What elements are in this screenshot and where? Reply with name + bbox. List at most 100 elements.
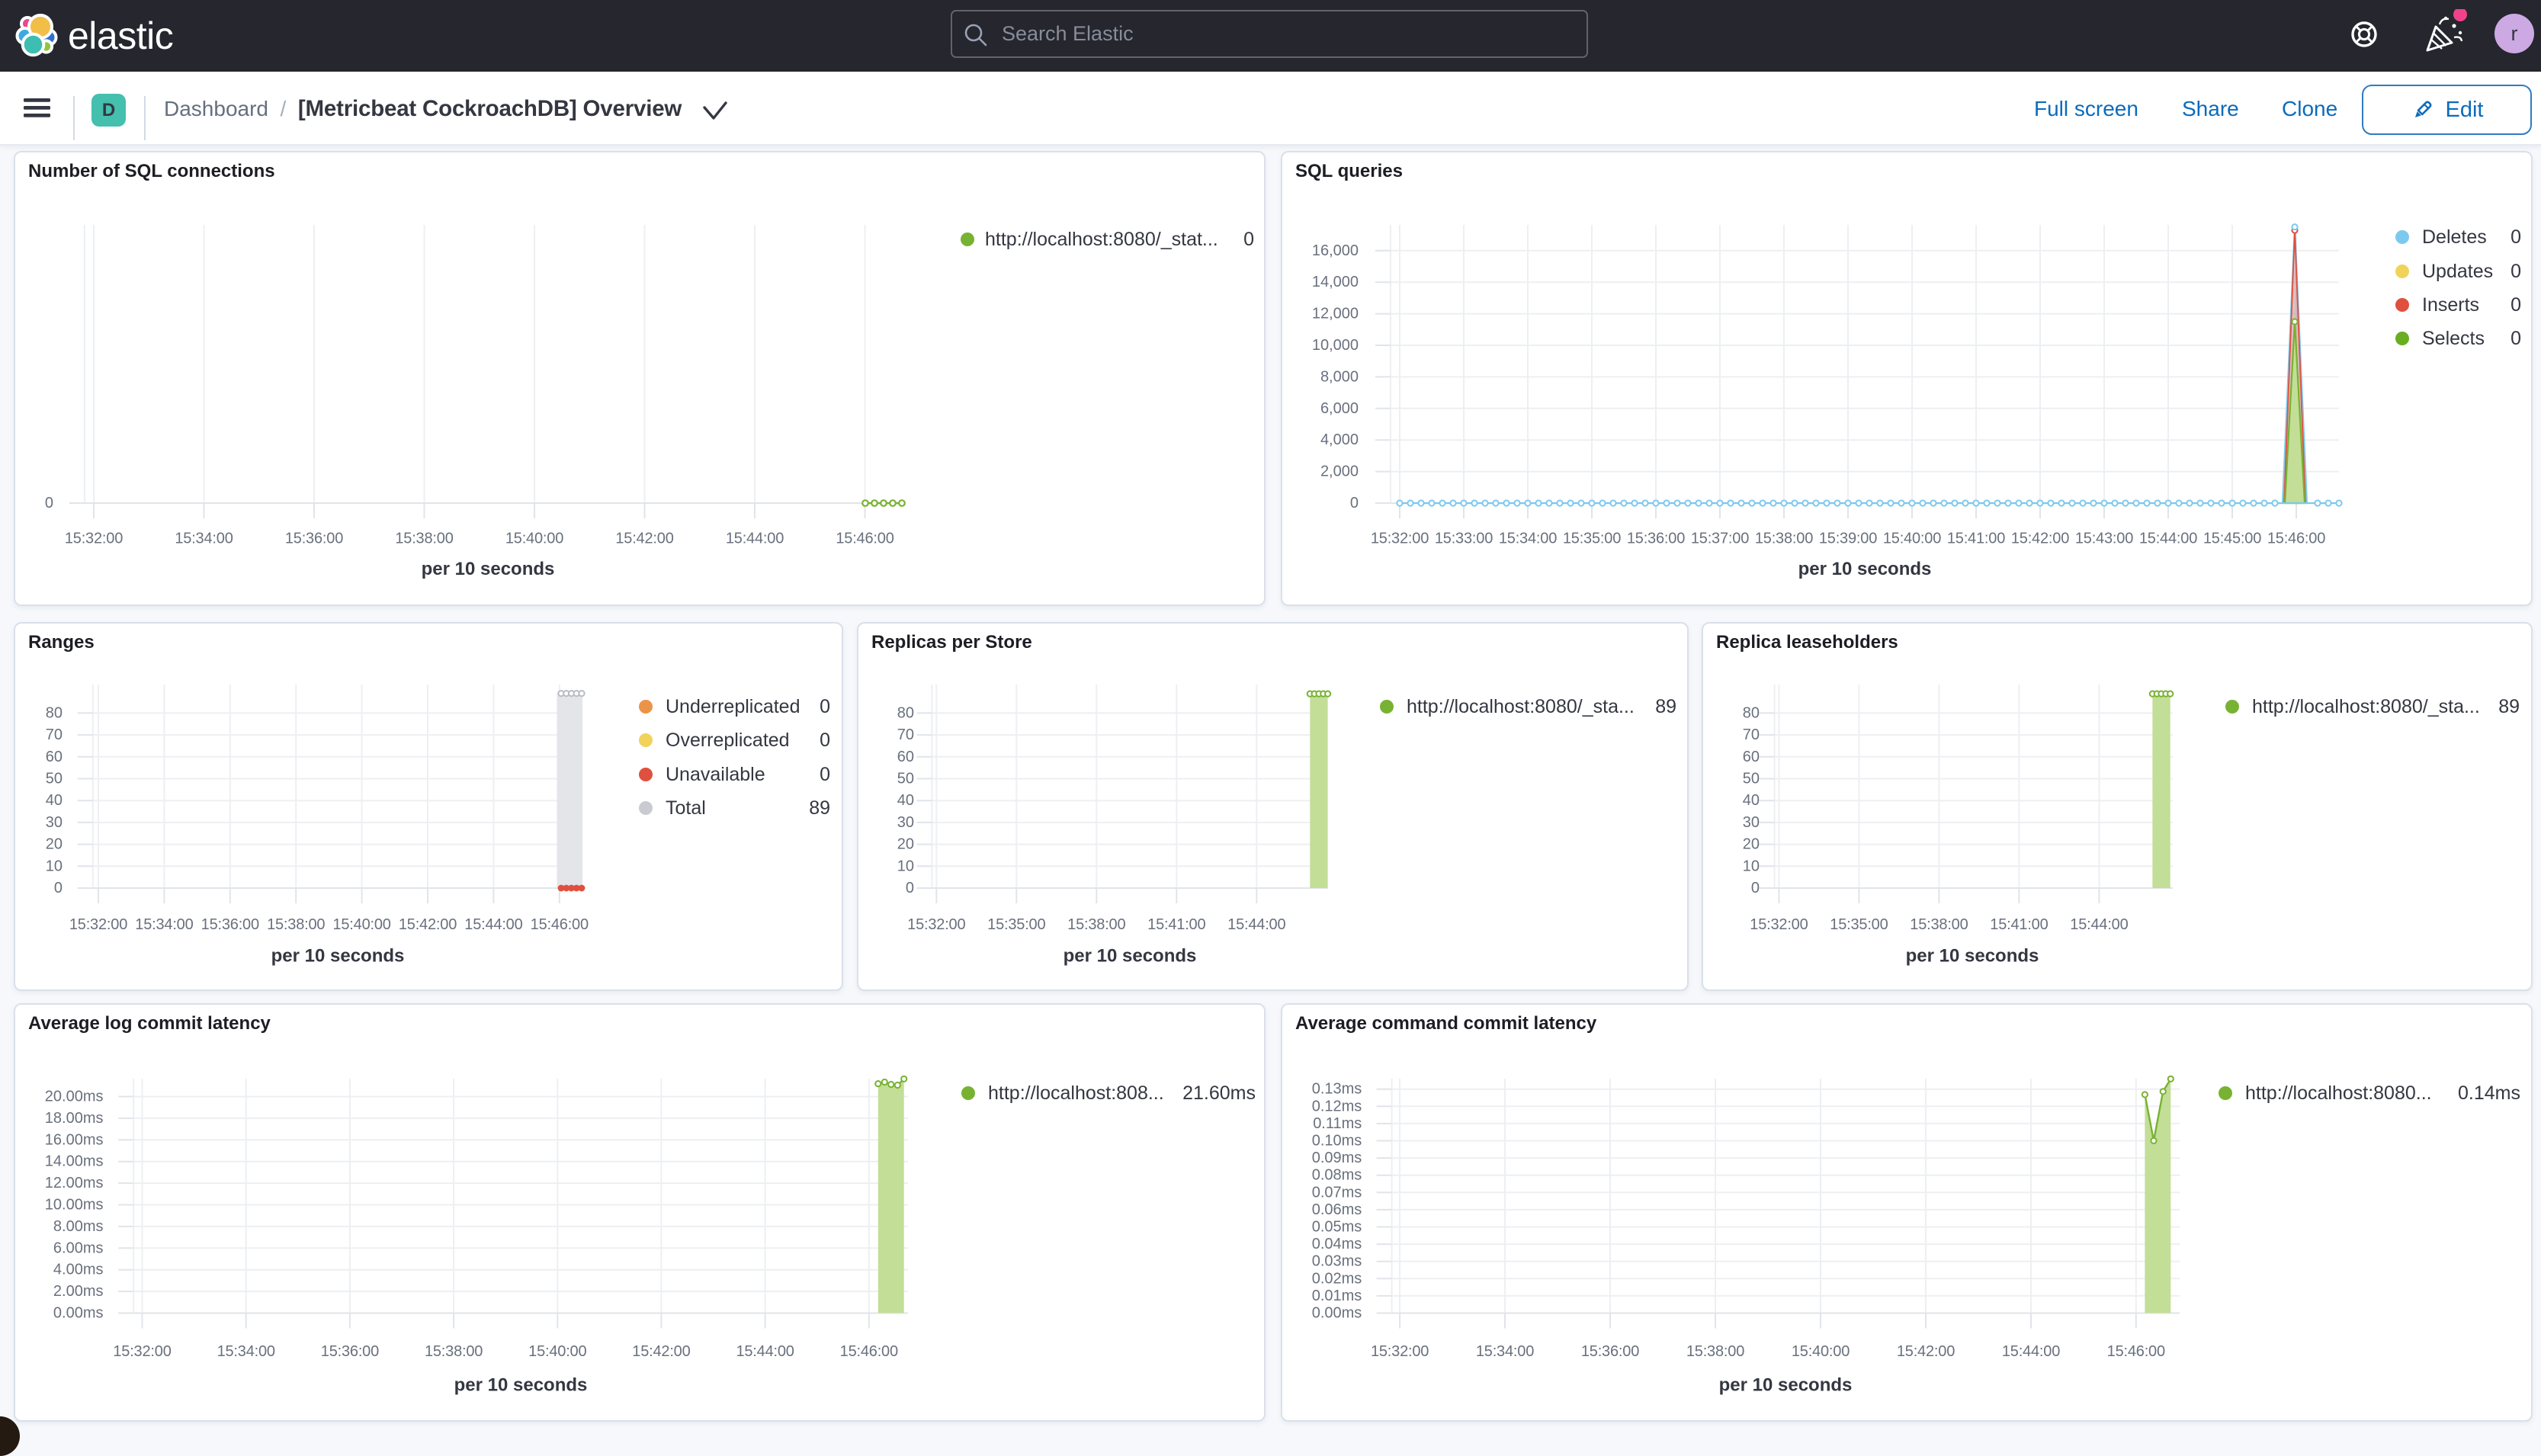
svg-text:15:38:00: 15:38:00	[1067, 916, 1125, 933]
svg-text:15:42:00: 15:42:00	[2011, 531, 2069, 547]
svg-text:15:46:00: 15:46:00	[531, 916, 589, 933]
svg-text:0.09ms: 0.09ms	[1312, 1150, 1362, 1166]
svg-text:0: 0	[1751, 880, 1760, 896]
svg-text:0.04ms: 0.04ms	[1312, 1236, 1362, 1252]
svg-text:15:32:00: 15:32:00	[1371, 1343, 1429, 1360]
svg-text:per 10 seconds: per 10 seconds	[1064, 946, 1197, 967]
svg-text:15:35:00: 15:35:00	[1830, 916, 1888, 933]
svg-text:15:36:00: 15:36:00	[285, 531, 343, 547]
svg-text:15:34:00: 15:34:00	[1499, 531, 1557, 547]
svg-text:15:34:00: 15:34:00	[175, 531, 233, 547]
svg-text:15:38:00: 15:38:00	[425, 1343, 483, 1360]
svg-text:40: 40	[897, 792, 914, 809]
svg-text:15:46:00: 15:46:00	[840, 1343, 898, 1360]
svg-text:0.00ms: 0.00ms	[1312, 1305, 1362, 1322]
svg-text:15:36:00: 15:36:00	[201, 916, 259, 933]
svg-text:80: 80	[1743, 704, 1760, 721]
svg-text:15:44:00: 15:44:00	[1227, 916, 1285, 933]
svg-text:15:45:00: 15:45:00	[2203, 531, 2261, 547]
svg-text:15:44:00: 15:44:00	[2070, 916, 2128, 933]
svg-text:15:35:00: 15:35:00	[987, 916, 1045, 933]
svg-text:80: 80	[897, 704, 914, 721]
svg-text:12.00ms: 12.00ms	[45, 1175, 104, 1191]
svg-text:0.10ms: 0.10ms	[1312, 1133, 1362, 1150]
svg-text:0: 0	[1350, 495, 1359, 512]
svg-text:40: 40	[46, 792, 63, 809]
svg-text:0.03ms: 0.03ms	[1312, 1253, 1362, 1270]
svg-text:15:38:00: 15:38:00	[395, 531, 453, 547]
svg-text:15:41:00: 15:41:00	[1990, 916, 2048, 933]
svg-text:15:46:00: 15:46:00	[2107, 1343, 2165, 1360]
svg-text:0.07ms: 0.07ms	[1312, 1184, 1362, 1201]
svg-text:50: 50	[1743, 771, 1760, 787]
svg-text:15:32:00: 15:32:00	[113, 1343, 171, 1360]
svg-text:14,000: 14,000	[1312, 274, 1359, 290]
svg-text:0.08ms: 0.08ms	[1312, 1167, 1362, 1184]
svg-text:16,000: 16,000	[1312, 242, 1359, 259]
svg-text:15:34:00: 15:34:00	[135, 916, 193, 933]
svg-text:70: 70	[897, 726, 914, 743]
svg-text:70: 70	[46, 726, 63, 743]
svg-text:15:38:00: 15:38:00	[1910, 916, 1968, 933]
svg-text:per 10 seconds: per 10 seconds	[271, 946, 405, 967]
svg-text:15:34:00: 15:34:00	[217, 1343, 275, 1360]
svg-text:0.12ms: 0.12ms	[1312, 1098, 1362, 1114]
svg-text:20.00ms: 20.00ms	[45, 1089, 104, 1105]
svg-text:0: 0	[45, 495, 53, 512]
svg-text:15:40:00: 15:40:00	[505, 531, 563, 547]
svg-text:10.00ms: 10.00ms	[45, 1197, 104, 1214]
svg-text:15:38:00: 15:38:00	[267, 916, 325, 933]
svg-text:15:44:00: 15:44:00	[726, 531, 784, 547]
svg-text:15:43:00: 15:43:00	[2075, 531, 2133, 547]
svg-text:10,000: 10,000	[1312, 337, 1359, 354]
svg-text:per 10 seconds: per 10 seconds	[1719, 1375, 1853, 1396]
svg-text:30: 30	[1743, 814, 1760, 831]
svg-text:15:46:00: 15:46:00	[836, 531, 894, 547]
svg-text:15:39:00: 15:39:00	[1819, 531, 1877, 547]
svg-text:60: 60	[897, 749, 914, 765]
svg-text:15:40:00: 15:40:00	[528, 1343, 586, 1360]
svg-text:10: 10	[1743, 858, 1760, 874]
svg-text:15:37:00: 15:37:00	[1691, 531, 1749, 547]
svg-text:15:41:00: 15:41:00	[1147, 916, 1205, 933]
svg-text:12,000: 12,000	[1312, 306, 1359, 322]
svg-text:0.05ms: 0.05ms	[1312, 1219, 1362, 1236]
svg-text:15:44:00: 15:44:00	[464, 916, 522, 933]
svg-text:8.00ms: 8.00ms	[53, 1218, 104, 1235]
svg-text:14.00ms: 14.00ms	[45, 1153, 104, 1170]
svg-text:20: 20	[897, 836, 914, 853]
svg-text:15:40:00: 15:40:00	[1792, 1343, 1850, 1360]
svg-text:20: 20	[1743, 836, 1760, 853]
svg-text:10: 10	[897, 858, 914, 874]
svg-text:15:32:00: 15:32:00	[1371, 531, 1429, 547]
svg-text:15:41:00: 15:41:00	[1947, 531, 2005, 547]
svg-text:4,000: 4,000	[1320, 431, 1359, 448]
svg-text:15:33:00: 15:33:00	[1435, 531, 1493, 547]
svg-text:0.02ms: 0.02ms	[1312, 1270, 1362, 1287]
svg-text:50: 50	[46, 771, 63, 787]
svg-text:15:46:00: 15:46:00	[2267, 531, 2325, 547]
svg-text:6.00ms: 6.00ms	[53, 1240, 104, 1256]
svg-text:15:35:00: 15:35:00	[1563, 531, 1621, 547]
svg-text:15:32:00: 15:32:00	[907, 916, 965, 933]
svg-text:0.06ms: 0.06ms	[1312, 1201, 1362, 1218]
svg-text:15:32:00: 15:32:00	[65, 531, 123, 547]
svg-text:0.11ms: 0.11ms	[1313, 1115, 1362, 1132]
svg-text:15:38:00: 15:38:00	[1686, 1343, 1744, 1360]
svg-text:per 10 seconds: per 10 seconds	[454, 1375, 588, 1396]
svg-text:15:36:00: 15:36:00	[321, 1343, 379, 1360]
svg-text:40: 40	[1743, 792, 1760, 809]
svg-text:15:34:00: 15:34:00	[1476, 1343, 1534, 1360]
svg-text:0: 0	[906, 880, 914, 896]
svg-text:20: 20	[46, 836, 63, 853]
svg-text:per 10 seconds: per 10 seconds	[1906, 946, 2039, 967]
svg-text:15:36:00: 15:36:00	[1581, 1343, 1639, 1360]
svg-text:15:44:00: 15:44:00	[736, 1343, 794, 1360]
svg-text:15:42:00: 15:42:00	[1897, 1343, 1955, 1360]
svg-text:15:38:00: 15:38:00	[1755, 531, 1813, 547]
svg-text:15:42:00: 15:42:00	[632, 1343, 690, 1360]
svg-text:6,000: 6,000	[1320, 400, 1359, 417]
svg-text:18.00ms: 18.00ms	[45, 1110, 104, 1127]
svg-text:0.01ms: 0.01ms	[1312, 1288, 1362, 1304]
svg-text:15:40:00: 15:40:00	[1883, 531, 1941, 547]
